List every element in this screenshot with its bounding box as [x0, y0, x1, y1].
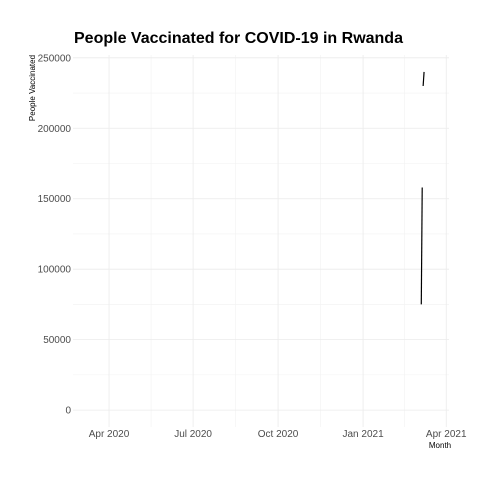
series-line-segment — [420, 187, 423, 305]
x-tick-label: Jul 2020 — [174, 429, 212, 440]
y-axis-title: People Vaccinated — [28, 55, 37, 121]
series-line-segment — [422, 71, 425, 87]
y-axis-ticks: 0 50000 100000 150000 200000 250000 — [38, 53, 72, 416]
grid — [73, 55, 449, 427]
x-tick-label: Jan 2021 — [343, 429, 385, 440]
y-tick-label: 100000 — [38, 265, 72, 276]
y-tick-label: 150000 — [38, 194, 72, 205]
x-axis-title: Month — [429, 441, 451, 450]
y-tick-label: 250000 — [38, 53, 72, 64]
x-tick-label: Oct 2020 — [258, 429, 299, 440]
x-axis-ticks: Apr 2020 Jul 2020 Oct 2020 Jan 2021 Apr 2021 — [89, 429, 467, 440]
x-tick-label: Apr 2021 — [426, 429, 467, 440]
series-layer — [420, 71, 425, 305]
x-tick-label: Apr 2020 — [89, 429, 130, 440]
y-tick-label: 50000 — [43, 335, 71, 346]
y-tick-label: 200000 — [38, 124, 72, 135]
chart-title: People Vaccinated for COVID-19 in Rwanda — [74, 30, 403, 47]
y-tick-label: 0 — [65, 406, 71, 417]
